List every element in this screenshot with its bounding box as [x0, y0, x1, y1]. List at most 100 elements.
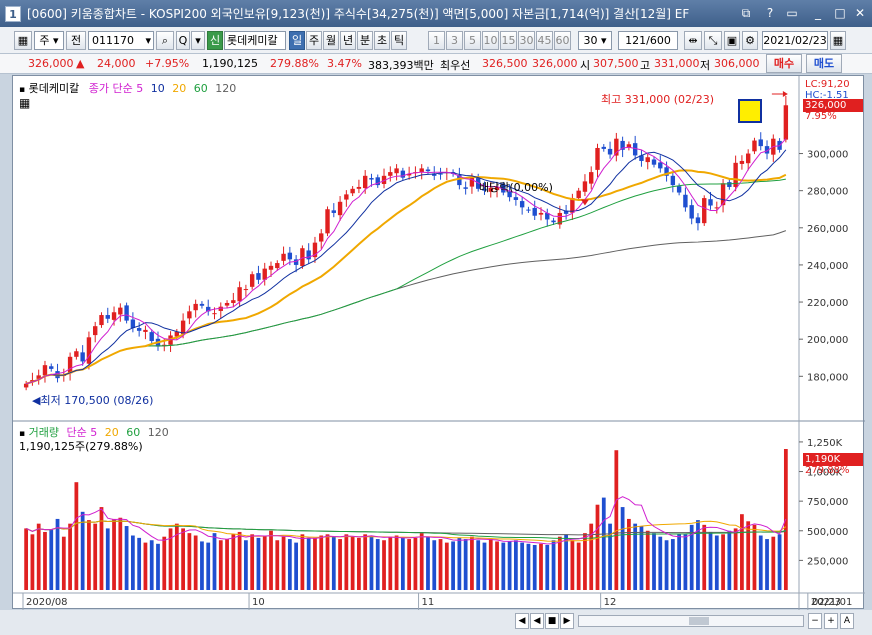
- date-input[interactable]: 2021/02/23: [762, 31, 828, 50]
- candle-body: [187, 311, 192, 319]
- table-icon[interactable]: ▦: [19, 96, 31, 110]
- volume-bar: [714, 535, 719, 590]
- candle-body: [727, 182, 732, 187]
- volume-bar: [438, 539, 443, 590]
- chart-panel[interactable]: 300,000 280,000 260,000 240,000 220,000 200,0…: [12, 75, 865, 610]
- hc-label: HC:-1.51: [805, 90, 849, 101]
- dropdown-icon[interactable]: ▾: [191, 31, 205, 50]
- price-legend-type: 종가 단순: [88, 82, 133, 95]
- volume-bar: [683, 534, 688, 590]
- price-tick-label: 240,000: [807, 261, 848, 272]
- volume-bar: [532, 544, 537, 590]
- scroll-forward-icon[interactable]: ▶: [560, 613, 574, 629]
- scroll-back-icon[interactable]: ◀: [530, 613, 544, 629]
- dividend-marker-icon: [580, 199, 589, 206]
- volume-bar: [513, 540, 518, 590]
- minute-button-45[interactable]: 45: [536, 31, 553, 50]
- volume-bar: [702, 524, 707, 590]
- candle-body: [764, 146, 770, 154]
- candle-body: [130, 319, 136, 329]
- maximize-icon[interactable]: □: [834, 6, 846, 20]
- calendar-icon[interactable]: ▦: [830, 31, 846, 50]
- layout-icon[interactable]: ▦: [14, 31, 32, 50]
- low-annotation: ◀최저 170,500 (08/26): [32, 394, 154, 407]
- volume-bar: [375, 539, 380, 590]
- volume-bar: [727, 530, 732, 590]
- period-button-5[interactable]: 초: [374, 31, 390, 50]
- candle-body: [720, 183, 726, 206]
- volume-bar: [218, 540, 223, 590]
- volume-bar: [193, 535, 198, 590]
- candle-body: [149, 332, 154, 342]
- search-icon[interactable]: ⌕: [156, 31, 174, 50]
- volume-bar: [212, 533, 217, 590]
- volume-bar: [294, 542, 299, 590]
- minute-button-3[interactable]: 3: [446, 31, 463, 50]
- minute-button-30[interactable]: 30: [518, 31, 535, 50]
- candle-body: [438, 173, 443, 175]
- vlegend-ma60: 60: [126, 426, 141, 439]
- link-icon[interactable]: ⧉: [741, 6, 751, 20]
- candle-body: [243, 289, 249, 291]
- volume-bar: [369, 535, 374, 590]
- period-button-4[interactable]: 분: [357, 31, 373, 50]
- close-icon[interactable]: ✕: [854, 6, 866, 20]
- price-volume-chart[interactable]: 300,000 280,000 260,000 240,000 220,000 200,0…: [13, 76, 865, 610]
- period-button-6[interactable]: 틱: [391, 31, 407, 50]
- candle-body: [281, 253, 286, 261]
- period-button-0[interactable]: 일: [289, 31, 305, 50]
- help-icon[interactable]: ?: [766, 6, 774, 20]
- auto-icon[interactable]: A: [840, 613, 854, 629]
- volume-bar: [470, 536, 474, 590]
- zoom-in-icon[interactable]: ⇹: [684, 31, 702, 50]
- volume-bar: [174, 523, 179, 590]
- change-percent: +7.95%: [145, 57, 190, 70]
- buy-button[interactable]: 매수: [766, 54, 802, 73]
- zoom-in-button-icon[interactable]: +: [824, 613, 838, 629]
- scrollbar[interactable]: [578, 615, 804, 627]
- candle-body: [231, 300, 236, 303]
- volume-bar: [105, 528, 110, 590]
- candle-body: [752, 140, 757, 152]
- volume-bar: [137, 537, 142, 590]
- volume-bar: [482, 542, 487, 590]
- tools-icon[interactable]: ⤡: [704, 31, 722, 50]
- minute-select[interactable]: 30 ▾: [578, 31, 612, 50]
- volume-bar: [262, 535, 267, 590]
- scrollbar-thumb[interactable]: [689, 617, 709, 625]
- volume-bar: [620, 507, 625, 590]
- period-button-1[interactable]: 주: [306, 31, 322, 50]
- candle-body: [93, 326, 98, 336]
- candle-body: [199, 303, 205, 306]
- minute-button-10[interactable]: 10: [482, 31, 499, 50]
- volume-bar: [652, 533, 656, 590]
- minute-button-60[interactable]: 60: [554, 31, 571, 50]
- prev-button[interactable]: 전: [66, 31, 86, 50]
- candle-body: [331, 210, 336, 213]
- new-badge[interactable]: 신: [207, 31, 223, 50]
- volume-bar: [244, 540, 248, 590]
- restore-icon[interactable]: ▭: [786, 6, 798, 20]
- scroll-start-icon[interactable]: ◀: [515, 613, 529, 629]
- minute-button-1[interactable]: 1: [428, 31, 445, 50]
- minute-button-15[interactable]: 15: [500, 31, 517, 50]
- count-input[interactable]: 121/600: [618, 31, 678, 50]
- stock-code-input[interactable]: 011170 ▾: [88, 31, 154, 50]
- sell-button[interactable]: 매도: [806, 54, 842, 73]
- stop-icon[interactable]: ■: [545, 613, 559, 629]
- volume-bar: [608, 523, 612, 590]
- minute-button-5[interactable]: 5: [464, 31, 481, 50]
- period-unit-select[interactable]: 주 ▾: [34, 31, 64, 50]
- high-marker-arrow: [782, 91, 788, 97]
- zoom-out-icon[interactable]: −: [808, 613, 822, 629]
- minimize-icon[interactable]: _: [815, 6, 821, 20]
- zoom-icon[interactable]: Q: [176, 31, 190, 50]
- volume-bar: [331, 536, 336, 590]
- period-button-2[interactable]: 월: [323, 31, 339, 50]
- volume-bar: [112, 518, 116, 590]
- period-button-3[interactable]: 년: [340, 31, 356, 50]
- save-icon[interactable]: ▣: [724, 31, 740, 50]
- gear-icon[interactable]: ⚙: [742, 31, 758, 50]
- volume-bar: [752, 524, 757, 590]
